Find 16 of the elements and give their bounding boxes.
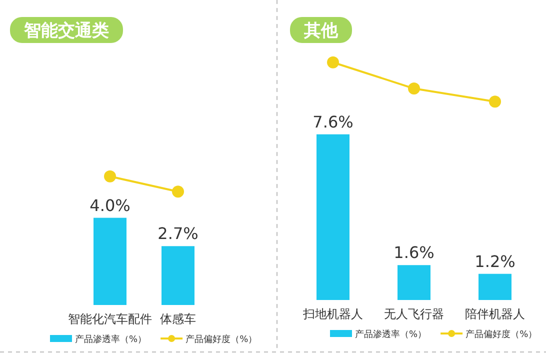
x-tick-label: 扫地机器人 <box>302 307 363 321</box>
legend-label: 产品渗透率（%） <box>75 334 147 345</box>
chart-title: 智能交通类 <box>23 21 109 41</box>
x-tick-label: 智能化汽车配件 <box>68 312 152 326</box>
x-tick-label: 无人飞行器 <box>384 307 444 321</box>
data-label: 4.0% <box>90 196 130 215</box>
legend-label: 产品偏好度（%） <box>466 329 538 340</box>
legend-label: 产品偏好度（%） <box>186 334 258 345</box>
x-tick-label: 陪伴机器人 <box>465 307 525 321</box>
data-label: 2.7% <box>158 224 198 244</box>
data-label: 1.2% <box>474 252 516 271</box>
legend-label: 产品渗透率（%） <box>355 329 427 340</box>
data-label: 7.6% <box>312 112 354 132</box>
data-label: 1.6% <box>394 243 434 262</box>
chart-title: 其他 <box>303 21 339 41</box>
x-tick-label: 体感车 <box>160 312 196 326</box>
